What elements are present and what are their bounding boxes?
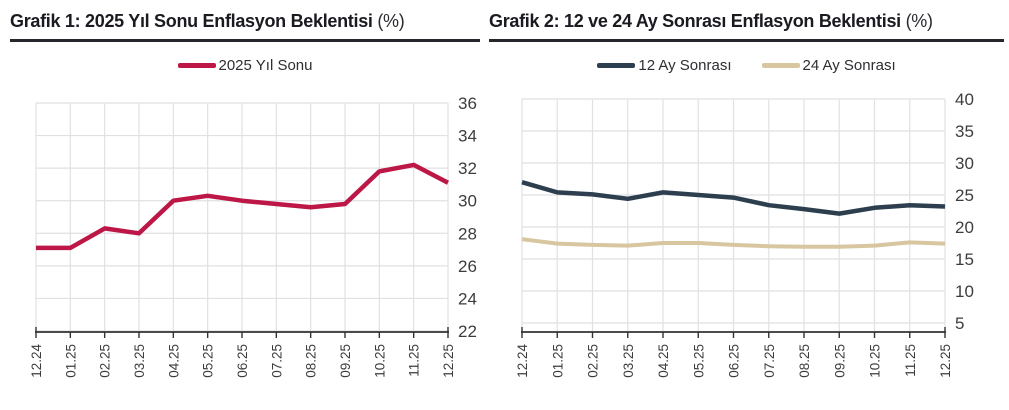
x-tick-label: 11.25	[407, 344, 422, 377]
x-tick-label: 09.25	[338, 344, 353, 378]
y-tick-label: 40	[955, 90, 974, 109]
legend-line-swatch	[761, 62, 800, 68]
chart-title-text: Grafik 2: 12 ve 24 Ay Sonrası Enflasyon …	[489, 11, 901, 31]
y-tick-label: 15	[955, 250, 974, 269]
x-tick-label: 01.25	[63, 344, 78, 378]
y-tick-label: 34	[458, 127, 477, 146]
legend-label: 24 Ay Sonrası	[802, 56, 896, 74]
x-tick-label: 09.25	[832, 344, 847, 378]
y-tick-label: 25	[955, 186, 974, 205]
x-tick-label: 01.25	[550, 344, 565, 378]
y-tick-label: 26	[458, 257, 477, 276]
title-underline	[10, 39, 480, 42]
x-tick-label: 12.24	[515, 344, 530, 378]
legend-item-12-ay-sonrasi: 12 Ay Sonrası	[597, 56, 732, 74]
x-tick-label: 12.25	[441, 344, 456, 378]
x-tick-label: 02.25	[98, 344, 113, 378]
legend-grafik-1: 2025 Yıl Sonu	[10, 52, 480, 78]
chart-panel-grafik-1: Grafik 1: 2025 Yıl Sonu Enflasyon Beklen…	[10, 8, 480, 410]
legend-item-24-ay-sonrasi: 24 Ay Sonrası	[761, 56, 896, 74]
x-tick-label: 10.25	[868, 344, 883, 378]
line-chart-grafik-2: 12.24 01.25 02.25 03.25 04.25 05.25 06.25 07.25…	[515, 90, 974, 378]
x-tick-label: 08.25	[304, 344, 319, 378]
legend-line-swatch	[177, 62, 216, 68]
chart-title-unit: (%)	[377, 11, 405, 31]
series-line-0	[521, 180, 946, 216]
series-line-0	[36, 162, 450, 251]
x-tick-label: 02.25	[586, 344, 601, 378]
chart-title-text: Grafik 1: 2025 Yıl Sonu Enflasyon Beklen…	[10, 11, 373, 31]
line-chart-grafik-1: 12.24 01.25 02.25 03.25 04.25 05.25 06.25 07.25…	[29, 94, 477, 378]
y-tick-label: 22	[458, 322, 477, 341]
legend-label: 2025 Yıl Sonu	[218, 56, 313, 74]
legend-item-2025-yil-sonu: 2025 Yıl Sonu	[177, 56, 313, 74]
chart-title-grafik-2: Grafik 2: 12 ve 24 Ay Sonrası Enflasyon …	[489, 8, 1004, 34]
chart-panel-grafik-2: Grafik 2: 12 ve 24 Ay Sonrası Enflasyon …	[489, 8, 1004, 410]
y-tick-label: 28	[458, 224, 477, 243]
y-tick-label: 5	[955, 314, 964, 333]
y-tick-label: 30	[458, 192, 477, 211]
legend-label: 12 Ay Sonrası	[638, 56, 732, 74]
y-tick-label: 20	[955, 218, 974, 237]
x-tick-label: 03.25	[621, 344, 636, 378]
x-tick-label: 08.25	[797, 344, 812, 378]
x-tick-label: 06.25	[727, 344, 742, 378]
y-tick-label: 10	[955, 282, 974, 301]
x-tick-label: 12.25	[938, 344, 953, 378]
title-underline	[489, 39, 1004, 42]
y-tick-label: 35	[955, 122, 974, 141]
x-tick-label: 04.25	[166, 344, 181, 378]
x-tick-label: 06.25	[235, 344, 250, 378]
x-tick-label: 05.25	[691, 344, 706, 378]
x-tick-label: 03.25	[132, 344, 147, 378]
y-tick-label: 30	[955, 154, 974, 173]
x-tick-label: 12.24	[29, 344, 44, 378]
x-tick-label: 07.25	[269, 344, 284, 378]
y-tick-label: 36	[458, 94, 477, 113]
series-line-1	[521, 237, 946, 249]
x-tick-label: 11.25	[903, 344, 918, 377]
y-tick-label: 32	[458, 159, 477, 178]
chart-title-unit: (%)	[905, 11, 933, 31]
x-tick-label: 10.25	[372, 344, 387, 378]
legend-line-swatch	[597, 62, 636, 68]
chart-title-grafik-1: Grafik 1: 2025 Yıl Sonu Enflasyon Beklen…	[10, 8, 480, 34]
x-tick-label: 07.25	[762, 344, 777, 378]
x-tick-label: 04.25	[656, 344, 671, 378]
x-tick-label: 05.25	[201, 344, 216, 378]
y-tick-label: 24	[458, 289, 477, 308]
legend-grafik-2: 12 Ay Sonrası 24 Ay Sonrası	[489, 52, 1004, 78]
